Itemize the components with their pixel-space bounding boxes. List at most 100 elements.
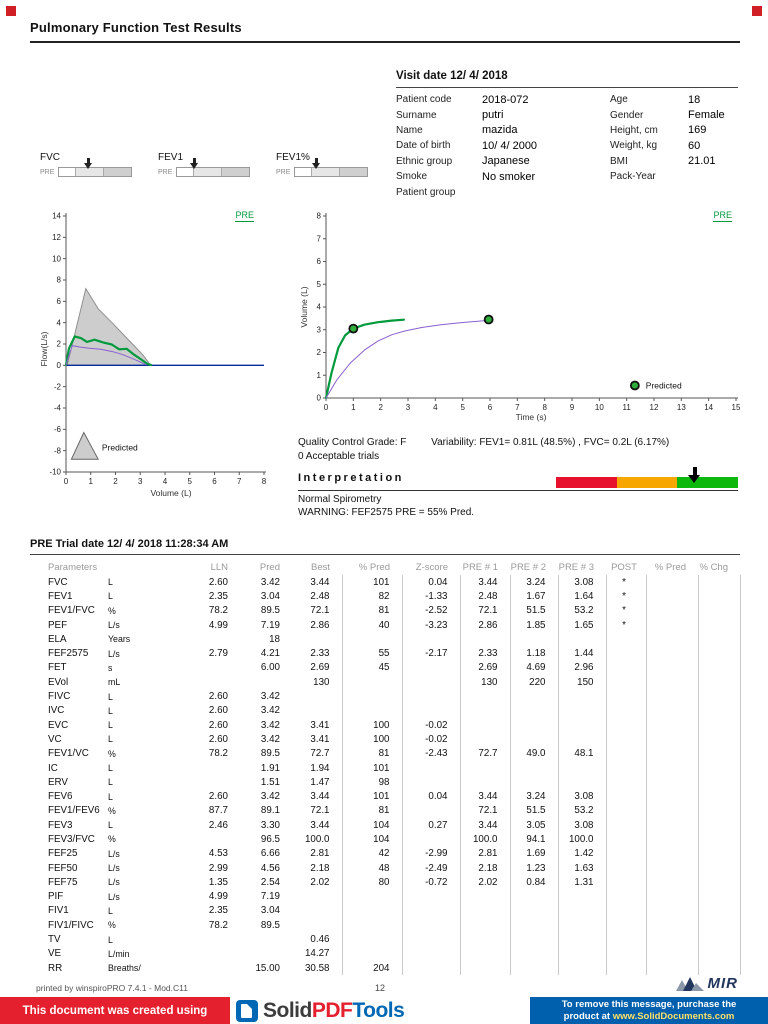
patient-field-label: Height, cm: [610, 124, 658, 136]
best-cell: 1.47: [292, 775, 343, 790]
pct-pred-cell: 48: [342, 860, 403, 876]
svg-text:9: 9: [570, 403, 575, 412]
patient-field-label: BMI: [610, 155, 628, 167]
column-header: PRE # 3: [558, 561, 594, 573]
z-score-cell: [402, 889, 461, 904]
column-header: [106, 559, 190, 575]
z-score-cell: -2.52: [402, 603, 461, 618]
pct-pred-cell: 98: [342, 775, 403, 790]
param-name-cell: FEF2575: [48, 648, 89, 660]
pre3-cell: 53.2: [558, 603, 607, 618]
param-name-cell: FVC: [48, 576, 68, 588]
volume-axis-label: Volume (L): [299, 286, 309, 328]
best-cell: 72.1: [292, 603, 343, 618]
column-header: Pred: [259, 561, 280, 573]
svg-text:6: 6: [488, 403, 493, 412]
visit-rule: [396, 87, 738, 88]
post-pct-pred-cell: [646, 903, 699, 919]
pred-cell: 89.5: [260, 748, 280, 760]
svg-text:3: 3: [317, 325, 322, 334]
param-unit-cell: s: [108, 662, 113, 673]
post-cell: [606, 703, 647, 718]
pre2-cell: [510, 961, 559, 976]
pct-pred-cell: 101: [342, 575, 403, 590]
pred-cell: 1.91: [260, 762, 280, 774]
pre3-cell: 3.08: [558, 789, 607, 804]
pre2-cell: 220: [510, 675, 559, 690]
svg-text:7: 7: [317, 234, 322, 243]
pre2-cell: [510, 932, 559, 947]
patient-field-value: Female: [688, 109, 725, 122]
best-cell: [292, 889, 343, 904]
post-cell: [606, 860, 647, 876]
lln-cell: [190, 932, 240, 946]
table-row: FET s 6.00 2.69 45 2.69 4.69 2.96: [40, 660, 741, 676]
post-pct-pred-cell: [646, 732, 699, 747]
pred-cell: 4.56: [260, 862, 280, 874]
param-unit-cell: L: [108, 905, 113, 916]
pre3-cell: [558, 732, 607, 747]
pre2-cell: [510, 775, 559, 790]
patient-field: Name mazida: [396, 123, 608, 138]
patient-field: Weight, kg 60: [610, 138, 748, 153]
svg-text:1: 1: [351, 403, 356, 412]
param-unit-cell: %: [108, 920, 116, 931]
post-cell: *: [606, 589, 647, 604]
table-row: EVC L 2.60 3.42 3.41 100 -0.02: [40, 717, 741, 733]
pre1-cell: 72.1: [460, 603, 511, 618]
svg-text:4: 4: [163, 477, 168, 486]
lln-cell: [190, 961, 240, 975]
param-unit-cell: L/s: [108, 891, 120, 902]
patient-field: Surname putri: [396, 107, 608, 122]
gauge-label: FEV1: [158, 152, 184, 163]
volume-axis-label: Volume (L): [150, 488, 192, 498]
table-row: FVC L 2.60 3.42 3.44 101 0.04 3.44 3.24 …: [40, 575, 741, 590]
pre2-cell: 3.24: [510, 575, 559, 590]
best-cell: 1.94: [292, 760, 343, 776]
z-score-cell: [402, 803, 461, 819]
quality-grade: Quality Control Grade: F: [298, 437, 407, 448]
svg-text:10: 10: [52, 254, 61, 263]
pre2-cell: [510, 732, 559, 747]
visit-date-title: Visit date 12/ 4/ 2018: [396, 70, 508, 82]
pct-pred-cell: [342, 675, 403, 690]
pct-pred-cell: [342, 918, 403, 933]
pre1-cell: 72.1: [460, 803, 511, 819]
pre3-cell: [558, 889, 607, 904]
post-pct-pred-cell: [646, 689, 699, 704]
svg-text:7: 7: [515, 403, 520, 412]
post-pct-pred-cell: [646, 703, 699, 718]
pre3-cell: [558, 903, 607, 919]
table-row: FEV1/VC % 78.2 89.5 72.7 81 -2.43 72.7 4…: [40, 746, 741, 761]
gauge: FVC PRE: [40, 152, 134, 177]
pre3-cell: 1.44: [558, 646, 607, 661]
table-row: FEV1 L 2.35 3.04 2.48 82 -1.33 2.48 1.67…: [40, 589, 741, 604]
post-cell: [606, 632, 647, 647]
patient-field-label: Date of birth: [396, 140, 451, 152]
solid-pdf-banner: This document was created using SolidPDF…: [0, 997, 768, 1024]
table-row: IC L 1.91 1.94 101: [40, 760, 741, 776]
patient-field: BMI 21.01: [610, 154, 748, 169]
crop-mark-top-left: [6, 6, 16, 16]
param-unit-cell: L/s: [108, 848, 120, 859]
table-row: FEV1/FVC % 78.2 89.5 72.1 81 -2.52 72.1 …: [40, 603, 741, 618]
pre1-cell: [460, 717, 511, 733]
pct-chg-cell: [698, 703, 741, 718]
param-unit-cell: L: [108, 591, 113, 602]
patient-field: Height, cm 169: [610, 123, 748, 138]
post-cell: [606, 889, 647, 904]
solid-documents-link[interactable]: www.SolidDocuments.com: [612, 1010, 735, 1022]
pred-cell: 3.42: [260, 705, 280, 717]
best-cell: 14.27: [292, 946, 343, 962]
post-cell: [606, 789, 647, 804]
pre2-cell: [510, 632, 559, 647]
post-cell: [606, 818, 647, 833]
pct-chg-cell: [698, 918, 741, 933]
lln-cell: 2.60: [208, 576, 228, 588]
pct-pred-cell: 80: [342, 875, 403, 890]
lln-cell: [190, 947, 240, 961]
pre1-cell: 2.81: [460, 846, 511, 861]
post-cell: [606, 875, 647, 890]
